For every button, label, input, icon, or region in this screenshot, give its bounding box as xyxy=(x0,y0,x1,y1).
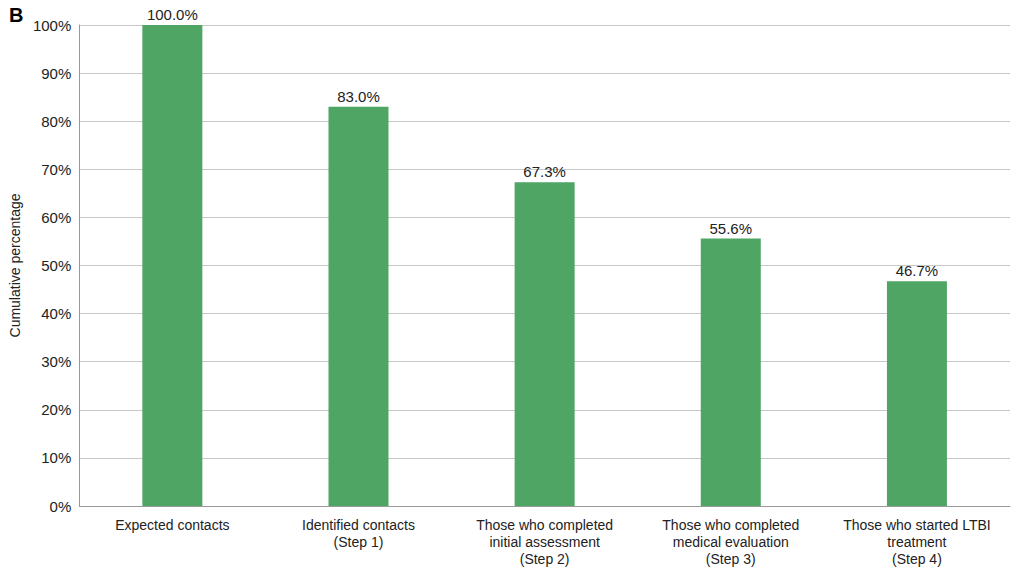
svg-text:50%: 50% xyxy=(41,257,71,274)
svg-text:0%: 0% xyxy=(50,498,72,515)
svg-text:Cumulative percentage: Cumulative percentage xyxy=(7,193,23,337)
svg-text:B: B xyxy=(9,4,23,26)
svg-text:(Step 1): (Step 1) xyxy=(334,534,384,550)
svg-text:100%: 100% xyxy=(33,17,71,34)
svg-text:(Step 3): (Step 3) xyxy=(706,551,756,567)
svg-text:Those who completed: Those who completed xyxy=(662,517,799,533)
svg-text:70%: 70% xyxy=(41,161,71,178)
svg-text:55.6%: 55.6% xyxy=(710,220,753,237)
svg-text:treatment: treatment xyxy=(887,534,946,550)
svg-text:medical evaluation: medical evaluation xyxy=(673,534,789,550)
svg-text:(Step 4): (Step 4) xyxy=(892,551,942,567)
svg-text:100.0%: 100.0% xyxy=(147,6,198,23)
svg-text:Those who started LTBI: Those who started LTBI xyxy=(843,517,991,533)
svg-text:Those who completed: Those who completed xyxy=(476,517,613,533)
svg-text:46.7%: 46.7% xyxy=(896,262,939,279)
svg-text:83.0%: 83.0% xyxy=(337,88,380,105)
svg-text:Expected contacts: Expected contacts xyxy=(115,517,229,533)
svg-text:80%: 80% xyxy=(41,113,71,130)
svg-text:67.3%: 67.3% xyxy=(523,163,566,180)
svg-text:40%: 40% xyxy=(41,305,71,322)
svg-text:30%: 30% xyxy=(41,353,71,370)
svg-text:10%: 10% xyxy=(41,449,71,466)
svg-text:60%: 60% xyxy=(41,209,71,226)
svg-text:20%: 20% xyxy=(41,401,71,418)
svg-text:Identified contacts: Identified contacts xyxy=(302,517,415,533)
svg-text:90%: 90% xyxy=(41,65,71,82)
svg-text:(Step 2): (Step 2) xyxy=(520,551,570,567)
svg-text:initial assessment: initial assessment xyxy=(489,534,600,550)
